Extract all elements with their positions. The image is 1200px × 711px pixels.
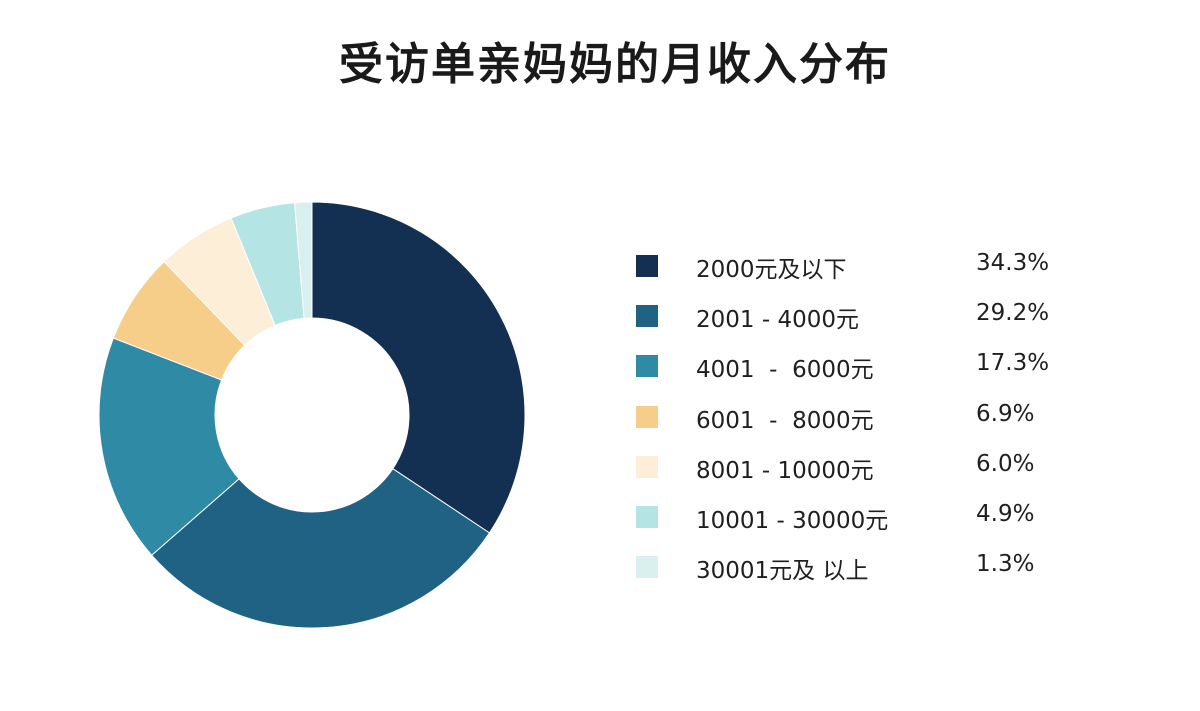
legend-item-4: 6001 - 8000元 6.9% — [636, 395, 1076, 445]
donut-chart — [98, 201, 526, 629]
legend-label: 30001元及 以上 — [696, 558, 869, 585]
legend-label: 4001 - 6000元 — [696, 357, 874, 384]
donut-slice-1 — [311, 201, 526, 534]
donut-slice-3 — [98, 337, 240, 556]
legend-swatch — [636, 505, 658, 528]
legend-swatch — [636, 556, 658, 579]
legend-swatch — [636, 255, 658, 277]
legend-label: 8001 - 10000元 — [696, 457, 874, 484]
legend-item-3: 4001 - 6000元 17.3% — [636, 344, 1076, 394]
legend-label: 2000元及以下 — [696, 257, 847, 283]
legend-label: 6001 - 8000元 — [696, 407, 874, 434]
legend-label: 10001 - 30000元 — [696, 507, 889, 534]
legend-value: 1.3% — [976, 551, 1035, 578]
legend-value: 4.9% — [976, 500, 1035, 527]
legend-value: 34.3% — [976, 250, 1050, 276]
legend-label: 2001 - 4000元 — [696, 307, 859, 334]
legend-value: 29.2% — [976, 300, 1050, 327]
legend-swatch — [636, 455, 658, 478]
legend-item-6: 10001 - 30000元 4.9% — [636, 495, 1076, 545]
legend-item-5: 8001 - 10000元 6.0% — [636, 445, 1076, 495]
donut-slice-7 — [294, 201, 313, 319]
legend: 2000元及以下 34.3% 2001 - 4000元 29.2% 4001 - 600… — [636, 244, 1076, 595]
legend-swatch — [636, 405, 658, 428]
legend-value: 6.9% — [976, 400, 1035, 427]
legend-swatch — [636, 355, 658, 378]
donut-slice-2 — [150, 467, 491, 629]
chart-title: 受访单亲妈妈的月收入分布 — [339, 39, 891, 90]
legend-item-1: 2000元及以下 34.3% — [636, 244, 1076, 294]
legend-item-7: 30001元及 以上 1.3% — [636, 545, 1076, 595]
legend-swatch — [636, 305, 658, 328]
legend-value: 17.3% — [976, 350, 1050, 377]
legend-item-2: 2001 - 4000元 29.2% — [636, 294, 1076, 344]
legend-value: 6.0% — [976, 450, 1035, 477]
